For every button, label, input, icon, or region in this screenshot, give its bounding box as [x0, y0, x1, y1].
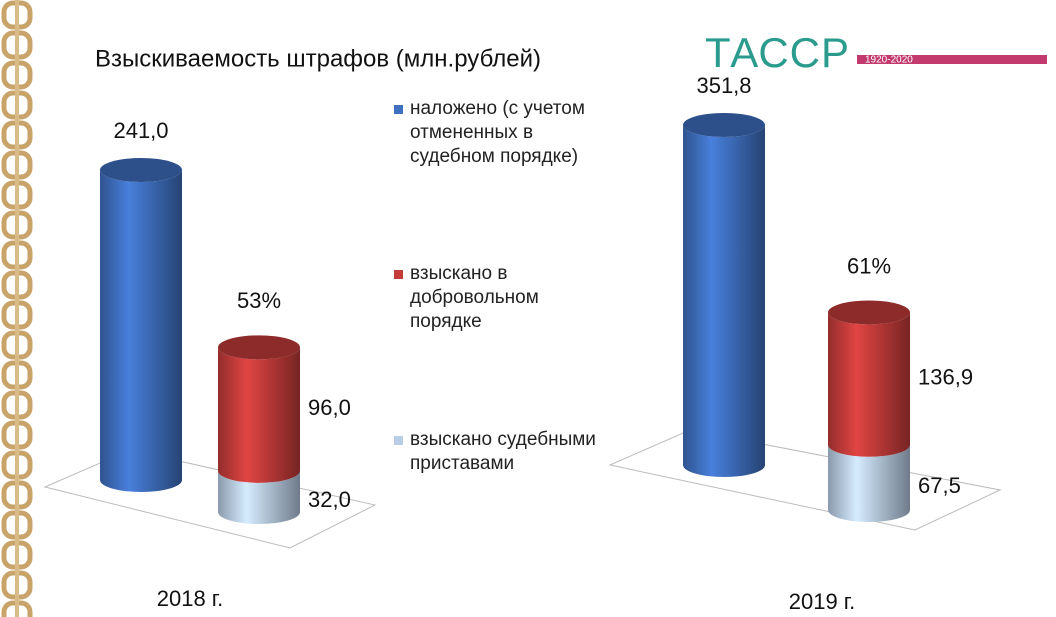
cylinder-top	[828, 300, 910, 325]
legend-swatch	[394, 105, 403, 114]
value-label: 351,8	[696, 73, 751, 98]
value-label: 32,0	[308, 487, 351, 512]
cylinder-segment	[828, 312, 910, 457]
logo: ТАССР	[705, 29, 850, 76]
category-label: 2019 г.	[789, 589, 856, 614]
legend-swatch	[394, 436, 403, 445]
share-label: 53%	[237, 288, 281, 313]
cylinder-top	[100, 158, 182, 182]
cylinder-top	[218, 335, 300, 360]
chart-title: Взыскиваемость штрафов (млн.рублей)	[95, 45, 541, 72]
category-label: 2018 г.	[157, 586, 224, 611]
logo-bar	[857, 55, 1047, 64]
chain-border	[0, 0, 36, 617]
cylinder-segment	[683, 125, 765, 477]
cylinder-segment	[828, 444, 910, 522]
value-label: 136,9	[918, 364, 973, 389]
cylinder-segment	[100, 170, 182, 492]
share-label: 61%	[847, 253, 891, 278]
cylinder-segment	[218, 347, 300, 483]
legend-label: наложено (с учетом отмененных в судебном…	[410, 98, 585, 167]
value-label: 67,5	[918, 473, 961, 498]
value-label: 241,0	[113, 118, 168, 143]
floor	[608, 429, 1002, 531]
cylinder-segment	[218, 470, 300, 524]
legend-swatch	[394, 270, 403, 279]
value-label: 96,0	[308, 395, 351, 420]
cylinder-top	[683, 113, 765, 137]
logo-years: 1920-2020	[865, 55, 913, 66]
legend-label: взыскано судебными приставами	[410, 429, 596, 474]
legend-label: взыскано в добровольном порядке	[410, 263, 539, 332]
